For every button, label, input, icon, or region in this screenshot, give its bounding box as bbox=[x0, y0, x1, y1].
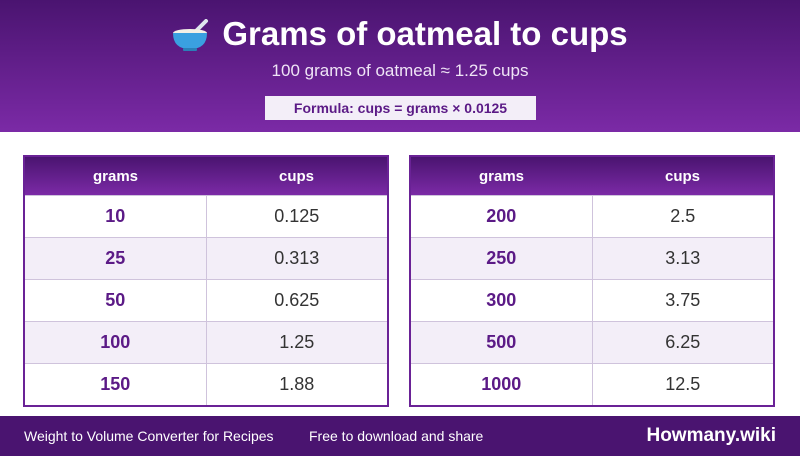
conversion-table: grams cups 10 0.125 25 0.313 50 0.625 100 1.25 150… bbox=[23, 155, 389, 407]
grams-cell: 1000 bbox=[409, 363, 593, 407]
formula: Formula: cups = grams × 0.0125 bbox=[265, 96, 536, 120]
footer-text: Free to download and share bbox=[309, 428, 484, 444]
header-row: grams cups bbox=[410, 156, 774, 196]
column-header: cups bbox=[206, 156, 388, 196]
grams-cell: 10 bbox=[23, 195, 207, 238]
table-row: 10 0.125 bbox=[23, 195, 389, 238]
grams-cell: 500 bbox=[409, 321, 593, 364]
cups-cell: 3.75 bbox=[591, 279, 775, 322]
cups-cell: 0.625 bbox=[205, 279, 389, 322]
footer-text: Weight to Volume Converter for Recipes bbox=[24, 428, 274, 444]
grams-cell: 200 bbox=[409, 195, 593, 238]
table-row: 1000 12.5 bbox=[409, 363, 775, 407]
table-row: 50 0.625 bbox=[23, 279, 389, 322]
header-row: grams cups bbox=[24, 156, 388, 196]
table-row: 100 1.25 bbox=[23, 321, 389, 364]
cups-cell: 12.5 bbox=[591, 363, 775, 407]
title-row: Grams of oatmeal to cups bbox=[0, 14, 800, 54]
conversion-table: grams cups 200 2.5 250 3.13 300 3.75 500 6.25 1000… bbox=[409, 155, 775, 407]
table-row: 200 2.5 bbox=[409, 195, 775, 238]
header: Grams of oatmeal to cups 100 grams of oa… bbox=[0, 0, 800, 132]
grams-cell: 100 bbox=[23, 321, 207, 364]
column-header: grams bbox=[410, 156, 592, 196]
cups-cell: 1.25 bbox=[205, 321, 389, 364]
title: Grams of oatmeal to cups bbox=[222, 15, 628, 52]
cups-cell: 2.5 bbox=[591, 195, 775, 238]
cups-cell: 3.13 bbox=[591, 237, 775, 280]
table-row: 25 0.313 bbox=[23, 237, 389, 280]
grams-cell: 300 bbox=[409, 279, 593, 322]
grams-cell: 150 bbox=[23, 363, 207, 407]
grams-cell: 25 bbox=[23, 237, 207, 280]
subtitle: 100 grams of oatmeal ≈ 1.25 cups bbox=[271, 61, 529, 80]
cups-cell: 0.125 bbox=[205, 195, 389, 238]
table-row: 150 1.88 bbox=[23, 363, 389, 407]
cups-cell: 1.88 bbox=[205, 363, 389, 407]
brand: Howmany.wiki bbox=[646, 425, 776, 446]
bowl-icon bbox=[173, 19, 209, 51]
table-row: 250 3.13 bbox=[409, 237, 775, 280]
column-header: cups bbox=[592, 156, 774, 196]
grams-cell: 50 bbox=[23, 279, 207, 322]
footer: Weight to Volume Converter for Recipes F… bbox=[0, 416, 800, 456]
table-row: 300 3.75 bbox=[409, 279, 775, 322]
column-header: grams bbox=[24, 156, 206, 196]
cups-cell: 0.313 bbox=[205, 237, 389, 280]
grams-cell: 250 bbox=[409, 237, 593, 280]
cups-cell: 6.25 bbox=[591, 321, 775, 364]
table-row: 500 6.25 bbox=[409, 321, 775, 364]
